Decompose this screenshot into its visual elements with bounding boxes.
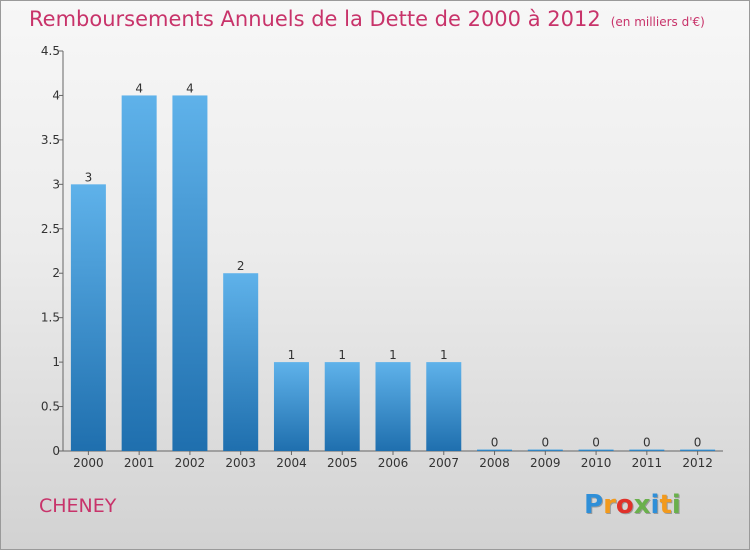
bar — [477, 449, 513, 451]
y-tick-label: 3.5 — [41, 133, 60, 147]
x-tick-label: 2005 — [327, 456, 358, 470]
x-tick-label: 2007 — [428, 456, 459, 470]
bar — [273, 362, 309, 451]
bar — [172, 95, 208, 451]
commune-name: CHENEY — [39, 495, 117, 517]
bar — [70, 184, 106, 452]
x-tick-label: 2011 — [632, 456, 663, 470]
x-tick-label: 2000 — [73, 456, 104, 470]
data-label: 0 — [491, 436, 499, 450]
y-tick-label: 3 — [52, 177, 60, 191]
logo-letter: o — [615, 490, 634, 520]
x-tick-label: 2002 — [175, 456, 206, 470]
proxiti-logo: Proxiti — [584, 490, 681, 520]
bar — [578, 449, 614, 451]
x-tick-label: 2008 — [479, 456, 510, 470]
y-tick-label: 4 — [52, 88, 60, 102]
bar — [375, 362, 411, 451]
chart-title: Remboursements Annuels de la Dette de 20… — [29, 7, 705, 31]
bar — [680, 449, 716, 451]
y-tick-label: 0 — [52, 444, 60, 458]
logo-letter: x — [633, 490, 651, 520]
data-label: 0 — [541, 436, 549, 450]
data-label: 0 — [643, 436, 651, 450]
bar — [527, 449, 563, 451]
y-tick-label: 2.5 — [41, 222, 60, 236]
data-label: 0 — [592, 436, 600, 450]
data-label: 4 — [186, 81, 194, 95]
x-tick-label: 2006 — [378, 456, 409, 470]
logo-letter: P — [584, 490, 604, 520]
title-main: Remboursements Annuels de la Dette de 20… — [29, 7, 601, 31]
y-tick-label: 4.5 — [41, 44, 60, 58]
bar — [121, 95, 157, 451]
y-tick-label: 0.5 — [41, 400, 60, 414]
x-tick-label: 2010 — [581, 456, 612, 470]
logo-letter: i — [671, 490, 681, 520]
x-tick-label: 2001 — [124, 456, 155, 470]
x-tick-label: 2012 — [682, 456, 713, 470]
data-label: 3 — [85, 170, 93, 184]
x-tick-label: 2004 — [276, 456, 307, 470]
x-tick-label: 2009 — [530, 456, 561, 470]
data-label: 1 — [389, 348, 397, 362]
logo-letter: r — [603, 490, 616, 520]
data-label: 4 — [135, 81, 143, 95]
bar — [426, 362, 462, 451]
data-label: 1 — [288, 348, 296, 362]
bar — [324, 362, 360, 451]
data-label: 1 — [440, 348, 448, 362]
logo-letter: i — [650, 490, 660, 520]
y-tick-label: 1.5 — [41, 311, 60, 325]
y-tick-label: 1 — [52, 355, 60, 369]
data-label: 1 — [338, 348, 346, 362]
data-label: 2 — [237, 259, 245, 273]
logo-letter: t — [659, 490, 672, 520]
y-tick-label: 2 — [52, 266, 60, 280]
data-label: 0 — [694, 436, 702, 450]
title-unit: (en milliers d'€) — [610, 15, 705, 29]
bar — [223, 273, 259, 451]
bar — [629, 449, 665, 451]
x-tick-label: 2003 — [225, 456, 256, 470]
